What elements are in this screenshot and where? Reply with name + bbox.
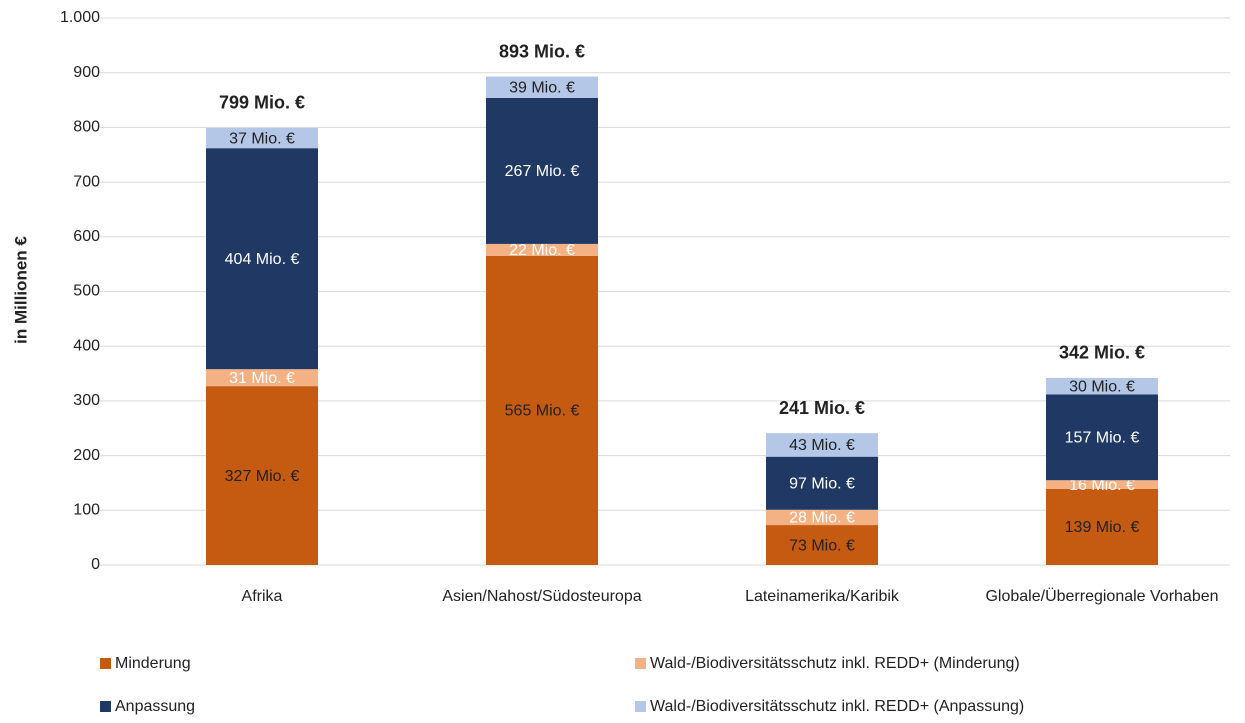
bar-segment (206, 148, 318, 370)
x-tick-label: Globale/Überregionale Vorhaben (985, 588, 1219, 605)
y-tick-label: 700 (73, 173, 100, 190)
legend-swatch (100, 701, 111, 712)
legend-label: Anpassung (115, 698, 195, 715)
bar-segment (206, 386, 318, 565)
legend-label: Wald-/Biodiversitätsschutz inkl. REDD+ (… (650, 655, 1020, 672)
bar-segment (766, 456, 878, 510)
y-tick-label: 300 (73, 392, 100, 409)
data-label: 43 Mio. € (789, 437, 855, 454)
y-tick-label: 400 (73, 337, 100, 354)
data-label: 404 Mio. € (225, 251, 300, 268)
y-tick-label: 200 (73, 447, 100, 464)
data-label: 16 Mio. € (1069, 477, 1135, 494)
data-label: 97 Mio. € (789, 475, 855, 492)
data-label: 39 Mio. € (509, 79, 575, 96)
data-label: 22 Mio. € (509, 242, 575, 259)
bar-segment (1046, 394, 1158, 481)
y-tick-label: 100 (73, 502, 100, 519)
y-tick-label: 900 (73, 64, 100, 81)
bar-segment (486, 97, 598, 244)
x-tick-label: Asien/Nahost/Südosteuropa (442, 588, 642, 605)
data-label: 31 Mio. € (229, 370, 295, 387)
bar-segment (206, 369, 318, 387)
data-label: 267 Mio. € (505, 163, 580, 180)
x-tick-label: Afrika (241, 588, 283, 605)
y-tick-label: 0 (91, 556, 100, 573)
data-label: 37 Mio. € (229, 130, 295, 147)
x-tick-label: Lateinamerika/Karibik (745, 588, 899, 605)
data-label: 73 Mio. € (789, 537, 855, 554)
data-label: 30 Mio. € (1069, 378, 1135, 395)
legend-label: Minderung (115, 655, 191, 672)
total-label: 241 Mio. € (779, 398, 865, 418)
legend-swatch (635, 658, 646, 669)
y-tick-label: 500 (73, 283, 100, 300)
bar-segment (766, 509, 878, 526)
data-label: 157 Mio. € (1065, 429, 1140, 446)
total-label: 342 Mio. € (1059, 343, 1145, 363)
bar-segment (766, 525, 878, 565)
legend-swatch (635, 701, 646, 712)
bar-segment (486, 76, 598, 98)
legend-swatch (100, 658, 111, 669)
y-tick-label: 600 (73, 228, 100, 245)
bar-segment (486, 255, 598, 565)
data-label: 327 Mio. € (225, 468, 300, 485)
legend-label: Wald-/Biodiversitätsschutz inkl. REDD+ (… (650, 698, 1024, 715)
bar-segment (1046, 488, 1158, 565)
bar-segment (206, 127, 318, 149)
data-label: 28 Mio. € (789, 510, 855, 527)
y-axis-label: in Millionen € (11, 236, 30, 344)
bar-segment (486, 243, 598, 256)
total-label: 893 Mio. € (499, 41, 585, 61)
bar-segment (766, 433, 878, 457)
bar-segment (1046, 377, 1158, 395)
data-label: 139 Mio. € (1065, 519, 1140, 536)
bar-segment (1046, 480, 1158, 489)
y-tick-label: 800 (73, 119, 100, 136)
y-tick-label: 1.000 (60, 9, 100, 26)
data-label: 565 Mio. € (505, 403, 580, 420)
total-label: 799 Mio. € (219, 93, 305, 113)
